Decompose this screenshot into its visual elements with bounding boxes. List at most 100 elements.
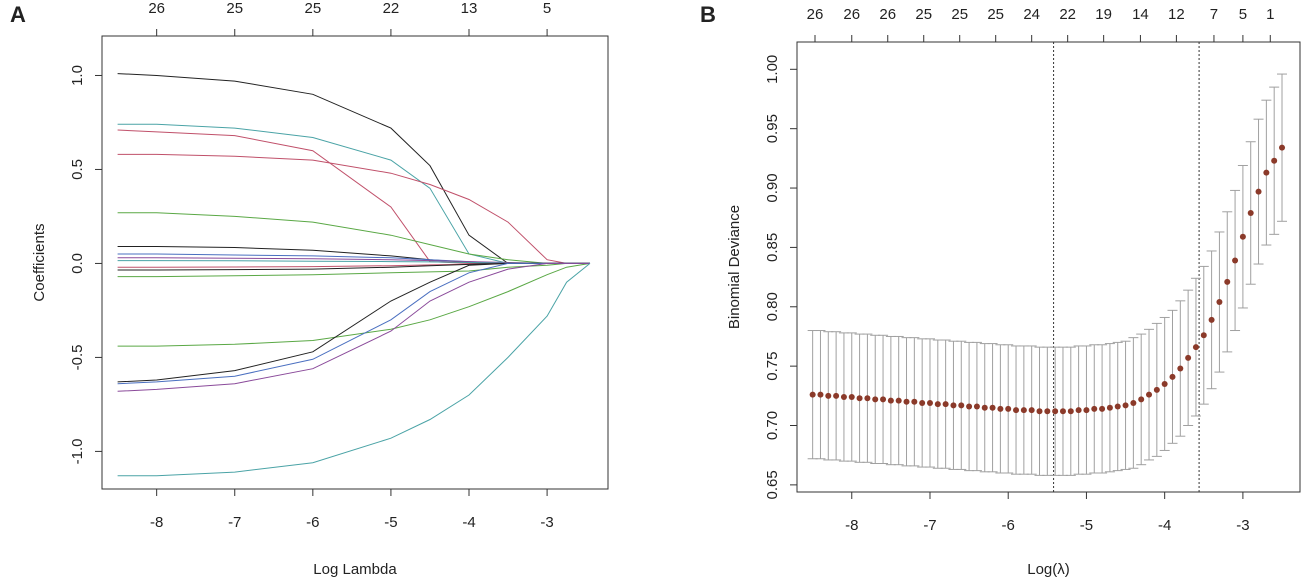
x-tick-label: -6 (1002, 517, 1015, 534)
point (1192, 344, 1199, 351)
point (903, 398, 910, 405)
top-tick-label: 14 (1132, 6, 1149, 23)
point (1271, 157, 1278, 164)
point (817, 391, 824, 398)
point (1185, 354, 1192, 361)
point (1279, 144, 1286, 151)
coefficient-path (117, 263, 591, 477)
y-tick-label: 0.85 (764, 233, 781, 262)
top-tick-label: 12 (1168, 6, 1185, 23)
point (1130, 399, 1137, 406)
point (880, 396, 887, 403)
top-tick-label: 13 (461, 0, 478, 17)
y-axis-label: Binomial Deviance (726, 205, 743, 329)
point (1232, 257, 1239, 264)
top-tick-label: 1 (1266, 6, 1274, 23)
top-tick-label: 22 (383, 0, 400, 17)
top-tick-label: 22 (1059, 6, 1076, 23)
panel-label: B (700, 2, 716, 27)
top-tick-label: 24 (1023, 6, 1040, 23)
point (1044, 408, 1051, 415)
point (1059, 408, 1066, 415)
coefficient-path (117, 262, 590, 392)
point (1106, 404, 1113, 411)
x-tick-label: -6 (306, 514, 319, 531)
point (1067, 408, 1074, 415)
point (809, 391, 816, 398)
x-axis-label: Log(λ) (1027, 561, 1070, 578)
point (1161, 380, 1168, 387)
point (872, 396, 879, 403)
x-tick-label: -5 (1080, 517, 1093, 534)
y-tick-label: 1.00 (764, 55, 781, 84)
plot-frame (101, 35, 609, 490)
top-tick-label: 25 (951, 6, 968, 23)
coefficient-path (117, 262, 590, 278)
point (1036, 408, 1043, 415)
point (1013, 407, 1020, 414)
y-tick-label: 0.0 (69, 253, 86, 274)
point (840, 394, 847, 401)
top-tick-label: 25 (304, 0, 321, 17)
point (1263, 169, 1270, 176)
point (1224, 278, 1231, 285)
y-tick-label: 0.90 (764, 173, 781, 202)
point (1052, 408, 1059, 415)
top-tick-label: 26 (843, 6, 860, 23)
y-tick-label: -1.0 (69, 438, 86, 464)
coefficient-path (117, 129, 590, 264)
coefficient-path (117, 212, 590, 264)
x-tick-label: -8 (150, 514, 163, 531)
coefficient-path (117, 73, 590, 264)
point (934, 401, 941, 408)
point (911, 398, 918, 405)
point (848, 394, 855, 401)
x-tick-label: -3 (1236, 517, 1249, 534)
y-tick-label: -0.5 (69, 344, 86, 370)
top-tick-label: 26 (148, 0, 165, 17)
panel-label: A (10, 2, 26, 27)
point (1216, 299, 1223, 306)
point (1083, 407, 1090, 414)
point (981, 404, 988, 411)
point (1028, 407, 1035, 414)
point (1239, 233, 1246, 240)
point (833, 392, 840, 399)
point (1169, 373, 1176, 380)
point (1075, 407, 1082, 414)
point (926, 399, 933, 406)
y-tick-label: 0.5 (69, 159, 86, 180)
x-tick-label: -4 (462, 514, 475, 531)
y-axis-label: Coefficients (31, 223, 48, 301)
point (1091, 405, 1098, 412)
point (1153, 386, 1160, 393)
x-tick-label: -4 (1158, 517, 1171, 534)
top-tick-label: 25 (915, 6, 932, 23)
top-tick-label: 5 (1239, 6, 1247, 23)
point (887, 397, 894, 404)
y-tick-label: 0.75 (764, 352, 781, 381)
coefficient-path (117, 262, 590, 383)
point (1020, 407, 1027, 414)
coefficient-path (117, 262, 590, 385)
top-tick-label: 26 (879, 6, 896, 23)
x-axis-label: Log Lambda (313, 561, 397, 578)
point (1114, 403, 1121, 410)
y-tick-label: 0.80 (764, 292, 781, 321)
point (1138, 396, 1145, 403)
y-tick-label: 0.95 (764, 114, 781, 143)
coefficient-path (117, 253, 590, 264)
x-tick-label: -8 (845, 517, 858, 534)
y-tick-label: 1.0 (69, 65, 86, 86)
point (1005, 405, 1012, 412)
point (864, 395, 871, 402)
point (856, 395, 863, 402)
point (958, 402, 965, 409)
top-tick-label: 25 (226, 0, 243, 17)
x-tick-label: -7 (923, 517, 936, 534)
point (1247, 209, 1254, 216)
x-tick-label: -7 (228, 514, 241, 531)
point (1099, 405, 1106, 412)
point (1122, 402, 1129, 409)
